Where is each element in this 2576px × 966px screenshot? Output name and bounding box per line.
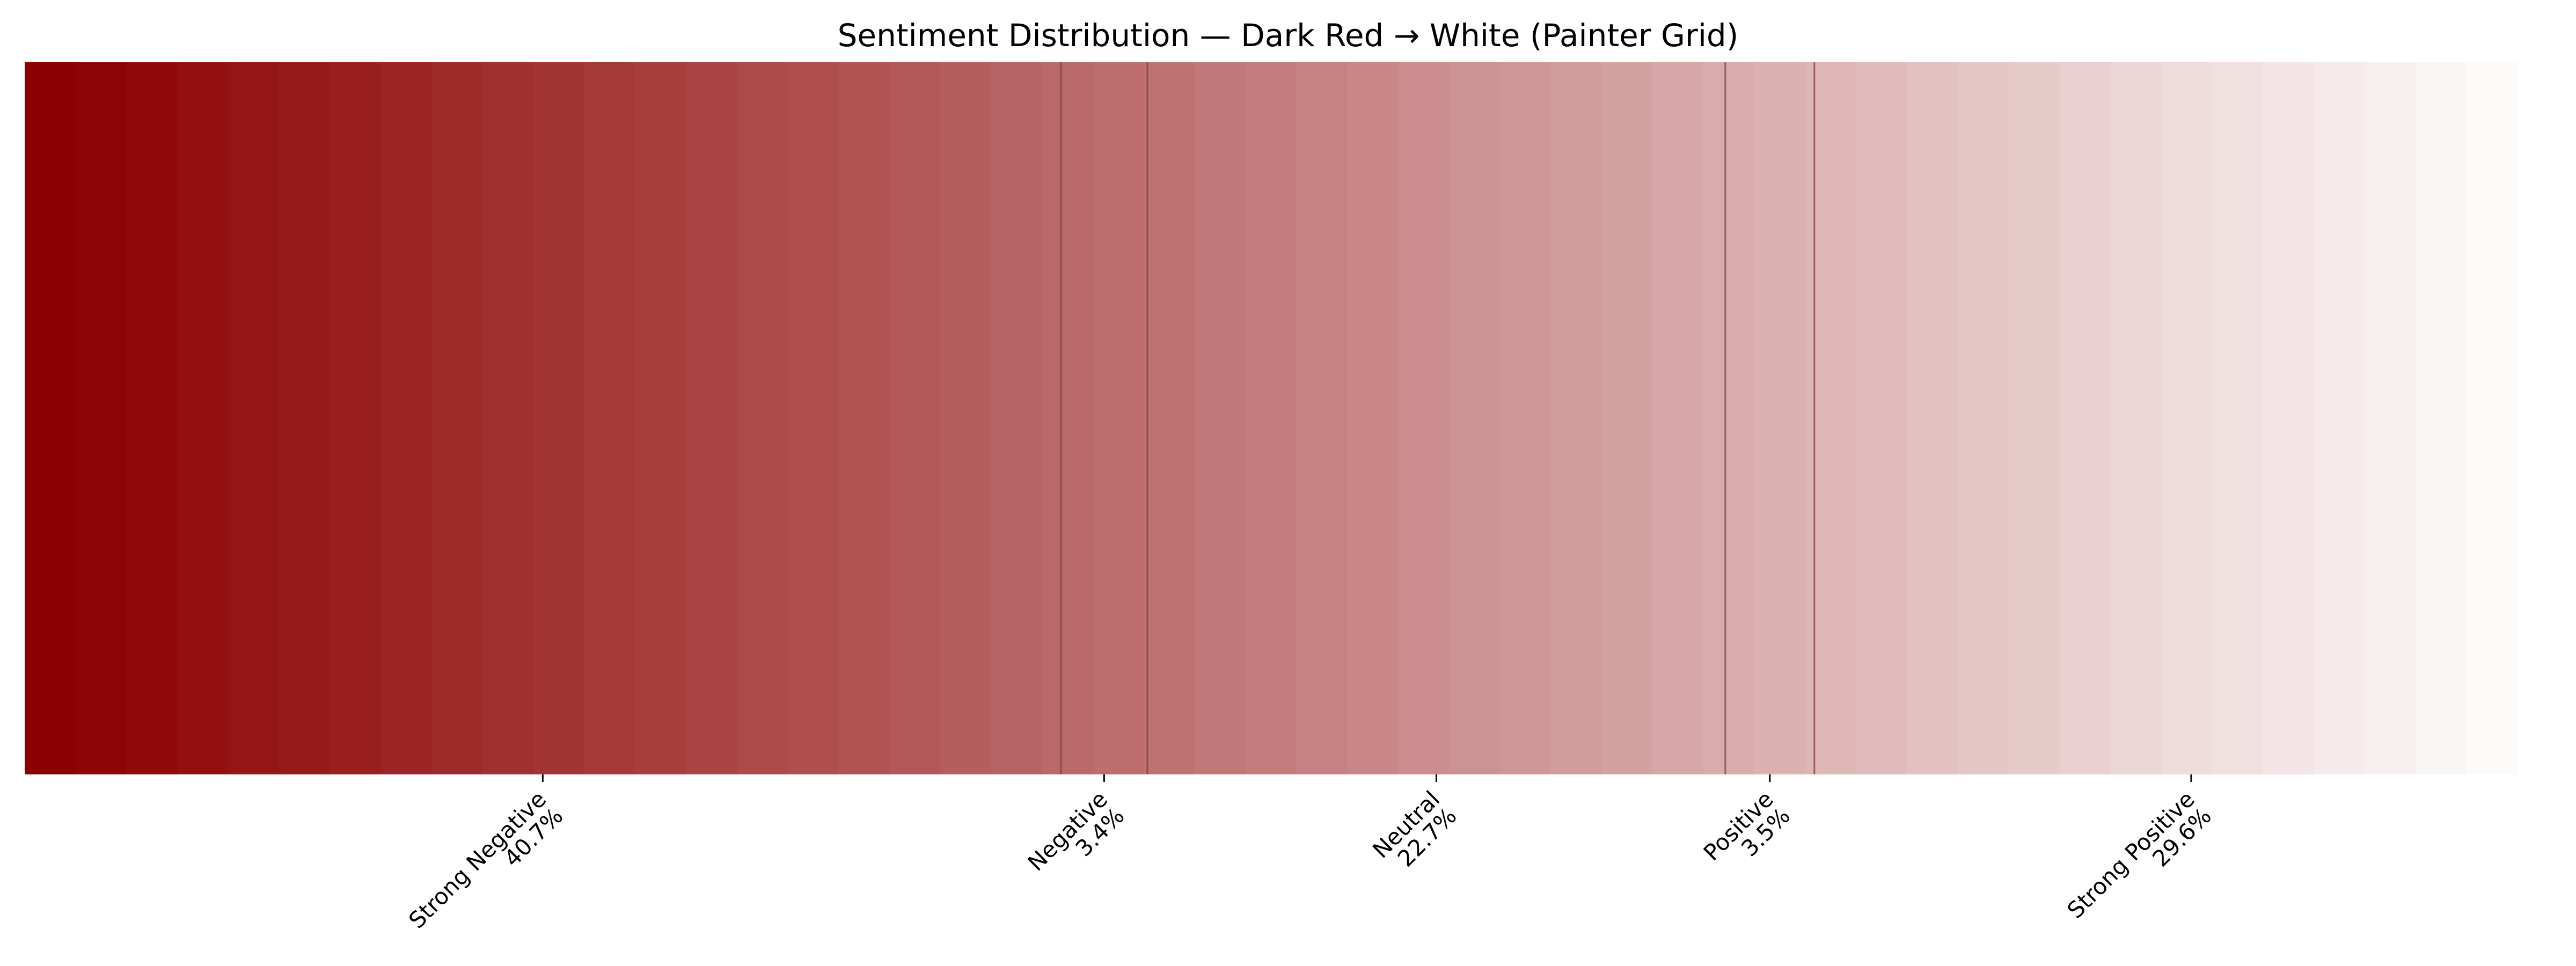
gradient-band	[1398, 62, 1450, 774]
gradient-band	[1957, 62, 2009, 774]
gradient-band	[991, 62, 1043, 774]
gradient-band	[2212, 62, 2264, 774]
gradient-band	[1296, 62, 1348, 774]
gradient-band	[635, 62, 687, 774]
x-tick-label: Negative3.4%	[1022, 786, 1129, 892]
gradient-band	[1245, 62, 1297, 774]
gradient-band	[2161, 62, 2213, 774]
gradient-band	[1093, 62, 1145, 774]
gradient-band	[1906, 62, 1958, 774]
gradient-band	[686, 62, 737, 774]
gradient-band	[482, 62, 534, 774]
gradient-band	[2517, 62, 2568, 774]
gradient-band	[2008, 62, 2060, 774]
gradient-band	[838, 62, 890, 774]
gradient-band	[1194, 62, 1246, 774]
gradient-band	[126, 62, 178, 774]
gradient-band	[1144, 62, 1195, 774]
gradient-band	[177, 62, 229, 774]
gradient-band	[75, 62, 127, 774]
gradient-band	[584, 62, 636, 774]
gradient-band	[2110, 62, 2162, 774]
gradient-band	[1448, 62, 1501, 774]
gradient-band	[1550, 62, 1602, 774]
gradient-band	[1042, 62, 1094, 774]
x-tick-label: Neutral22.7%	[1367, 786, 1461, 880]
chart-title: Sentiment Distribution — Dark Red → Whit…	[838, 17, 1739, 54]
plot-area	[25, 62, 2568, 774]
gradient-band	[431, 62, 484, 774]
gradient-band	[2415, 62, 2467, 774]
gradient-band	[1805, 62, 1857, 774]
gradient-band	[1754, 62, 1806, 774]
gradient-band	[2364, 62, 2416, 774]
gradient-band	[940, 62, 992, 774]
gradient-band	[1703, 62, 1755, 774]
x-axis: Strong Negative40.7% Negative3.4% Neutral2…	[404, 774, 2216, 950]
gradient-band	[25, 62, 76, 774]
gradient-band	[1499, 62, 1552, 774]
gradient-band	[2466, 62, 2518, 774]
x-tick-label: Strong Negative40.7%	[404, 786, 568, 950]
gradient-band	[787, 62, 839, 774]
x-tick-label: Positive3.5%	[1699, 786, 1795, 882]
gradient-band	[330, 62, 382, 774]
x-tick-label: Strong Positive29.6%	[2062, 786, 2216, 940]
gradient-band	[1601, 62, 1653, 774]
gradient-band	[2263, 62, 2315, 774]
gradient-band	[736, 62, 788, 774]
gradient-band	[380, 62, 433, 774]
gradient-band	[2314, 62, 2365, 774]
gradient-band	[1856, 62, 1907, 774]
gradient-band	[1347, 62, 1399, 774]
gradient-band	[279, 62, 331, 774]
gradient-band	[2059, 62, 2111, 774]
segment-boundaries	[1060, 62, 1816, 774]
gradient-band	[533, 62, 585, 774]
gradient-band	[1652, 62, 1704, 774]
gradient-band	[889, 62, 941, 774]
gradient-band	[228, 62, 280, 774]
